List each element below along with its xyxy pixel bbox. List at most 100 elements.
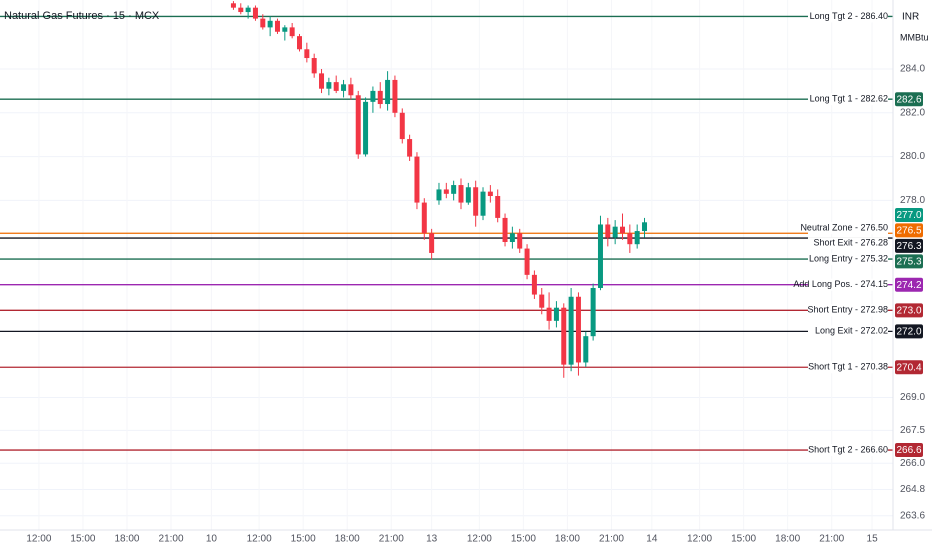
- candle-body: [473, 187, 479, 216]
- candles: [230, 1, 648, 378]
- candle-body: [370, 90, 376, 102]
- candle-body: [575, 296, 581, 363]
- price-tag-label: 274.2: [896, 280, 921, 291]
- x-tick-label: 18:00: [775, 534, 800, 545]
- x-tick-label: 10: [206, 534, 218, 545]
- candle-body: [429, 233, 435, 253]
- level-label: Long Exit - 272.02: [815, 326, 888, 336]
- candle-body: [627, 233, 633, 245]
- y-tick-label: 266.0: [900, 458, 925, 469]
- x-tick-label: 12:00: [687, 534, 712, 545]
- candle-body: [605, 224, 611, 238]
- y-tick-label: 264.8: [900, 484, 925, 495]
- x-tick-label: 21:00: [379, 534, 404, 545]
- candle-body: [348, 84, 354, 96]
- candle-body: [326, 82, 332, 89]
- candle-body: [619, 226, 625, 234]
- candle-body: [443, 189, 449, 194]
- y-tick-label: 282.0: [900, 107, 925, 118]
- candle-body: [531, 274, 537, 295]
- level-labels: Long Tgt 2 - 286.40 Long Tgt 1 - 282.62 Ne…: [793, 10, 888, 457]
- level-label: Short Exit - 276.28: [813, 238, 888, 248]
- x-tick-label: 21:00: [819, 534, 844, 545]
- level-label: Long Tgt 1 - 282.62: [810, 94, 888, 104]
- price-tag-label: 272.0: [896, 327, 921, 338]
- level-label: Add Long Pos. - 274.15: [793, 279, 888, 289]
- level-label-bg: [808, 237, 888, 250]
- x-tick-label: 18:00: [555, 534, 580, 545]
- price-tag: [895, 238, 923, 253]
- candle-body: [539, 294, 545, 308]
- candle-body: [597, 224, 603, 288]
- candle-body: [311, 58, 317, 74]
- candle-body: [553, 307, 559, 321]
- candle-body: [230, 3, 236, 8]
- candle-body: [341, 84, 347, 91]
- axes: 284.0 282.0 280.0 278.0 269.0 267.5 266.0 264.8…: [26, 64, 925, 545]
- chart-title: Natural Gas Futures · 15 · MCX: [4, 10, 160, 22]
- candle-body: [355, 95, 361, 155]
- x-tick-label: 15:00: [511, 534, 536, 545]
- x-tick-label: 13: [426, 534, 438, 545]
- currency: INR: [902, 12, 919, 23]
- price-tag-label: 282.6: [896, 94, 921, 105]
- level-label: Short Tgt 1 - 270.38: [808, 362, 888, 372]
- candle-body: [546, 307, 552, 321]
- price-tag: [895, 303, 923, 318]
- candle-body: [267, 20, 273, 28]
- candle-body: [282, 27, 288, 32]
- level-label: Long Tgt 2 - 286.40: [810, 11, 888, 21]
- level-label: Long Entry - 275.32: [809, 253, 888, 263]
- level-label-bg: [808, 93, 888, 106]
- candle-body: [319, 73, 325, 89]
- candle-body: [487, 191, 493, 197]
- candle-body: [407, 139, 413, 157]
- candle-body: [517, 233, 523, 249]
- x-tick-label: 15:00: [70, 534, 95, 545]
- candle-body: [590, 287, 596, 337]
- price-tag: [895, 324, 923, 339]
- candle-body: [252, 7, 258, 19]
- grid: [0, 68, 893, 517]
- candle-body: [297, 36, 303, 50]
- x-tick-label: 14: [646, 534, 658, 545]
- level-label-bg: [808, 444, 888, 457]
- level-label-bg: [808, 222, 888, 235]
- candle-body: [260, 18, 266, 28]
- candle-body: [451, 185, 457, 194]
- y-tick-label: 269.0: [900, 392, 925, 403]
- candle-body: [385, 79, 391, 105]
- price-tag: [895, 277, 923, 292]
- level-label-bg: [808, 361, 888, 374]
- candle-body: [421, 202, 427, 234]
- level-label-bg: [808, 325, 888, 338]
- candle-body: [583, 336, 589, 363]
- price-tag-label: 266.6: [896, 445, 921, 456]
- x-tick-label: 21:00: [599, 534, 624, 545]
- candle-body: [524, 248, 530, 275]
- candle-body: [465, 187, 471, 203]
- x-tick-label: 21:00: [159, 534, 184, 545]
- level-label-bg: [808, 278, 888, 291]
- price-tag: [895, 360, 923, 375]
- level-label: Neutral Zone - 276.50: [800, 223, 888, 233]
- price-tag: [895, 254, 923, 269]
- candle-body: [495, 196, 501, 218]
- price-tag-label: 276.3: [896, 241, 921, 252]
- level-label-bg: [808, 10, 888, 23]
- candle-body: [568, 296, 574, 365]
- candle-body: [363, 101, 369, 155]
- level-label-bg: [808, 253, 888, 266]
- candle-body: [399, 112, 405, 140]
- x-tick-label: 12:00: [467, 534, 492, 545]
- price-tag-label: 273.0: [896, 305, 921, 316]
- price-tag: [895, 443, 923, 458]
- candle-body: [458, 185, 464, 203]
- level-label: Short Entry - 272.98: [807, 305, 888, 315]
- price-tag: [895, 223, 923, 238]
- y-tick-label: 267.5: [900, 425, 925, 436]
- candle-body: [642, 222, 648, 232]
- candle-body: [245, 7, 251, 13]
- candle-body: [238, 7, 244, 13]
